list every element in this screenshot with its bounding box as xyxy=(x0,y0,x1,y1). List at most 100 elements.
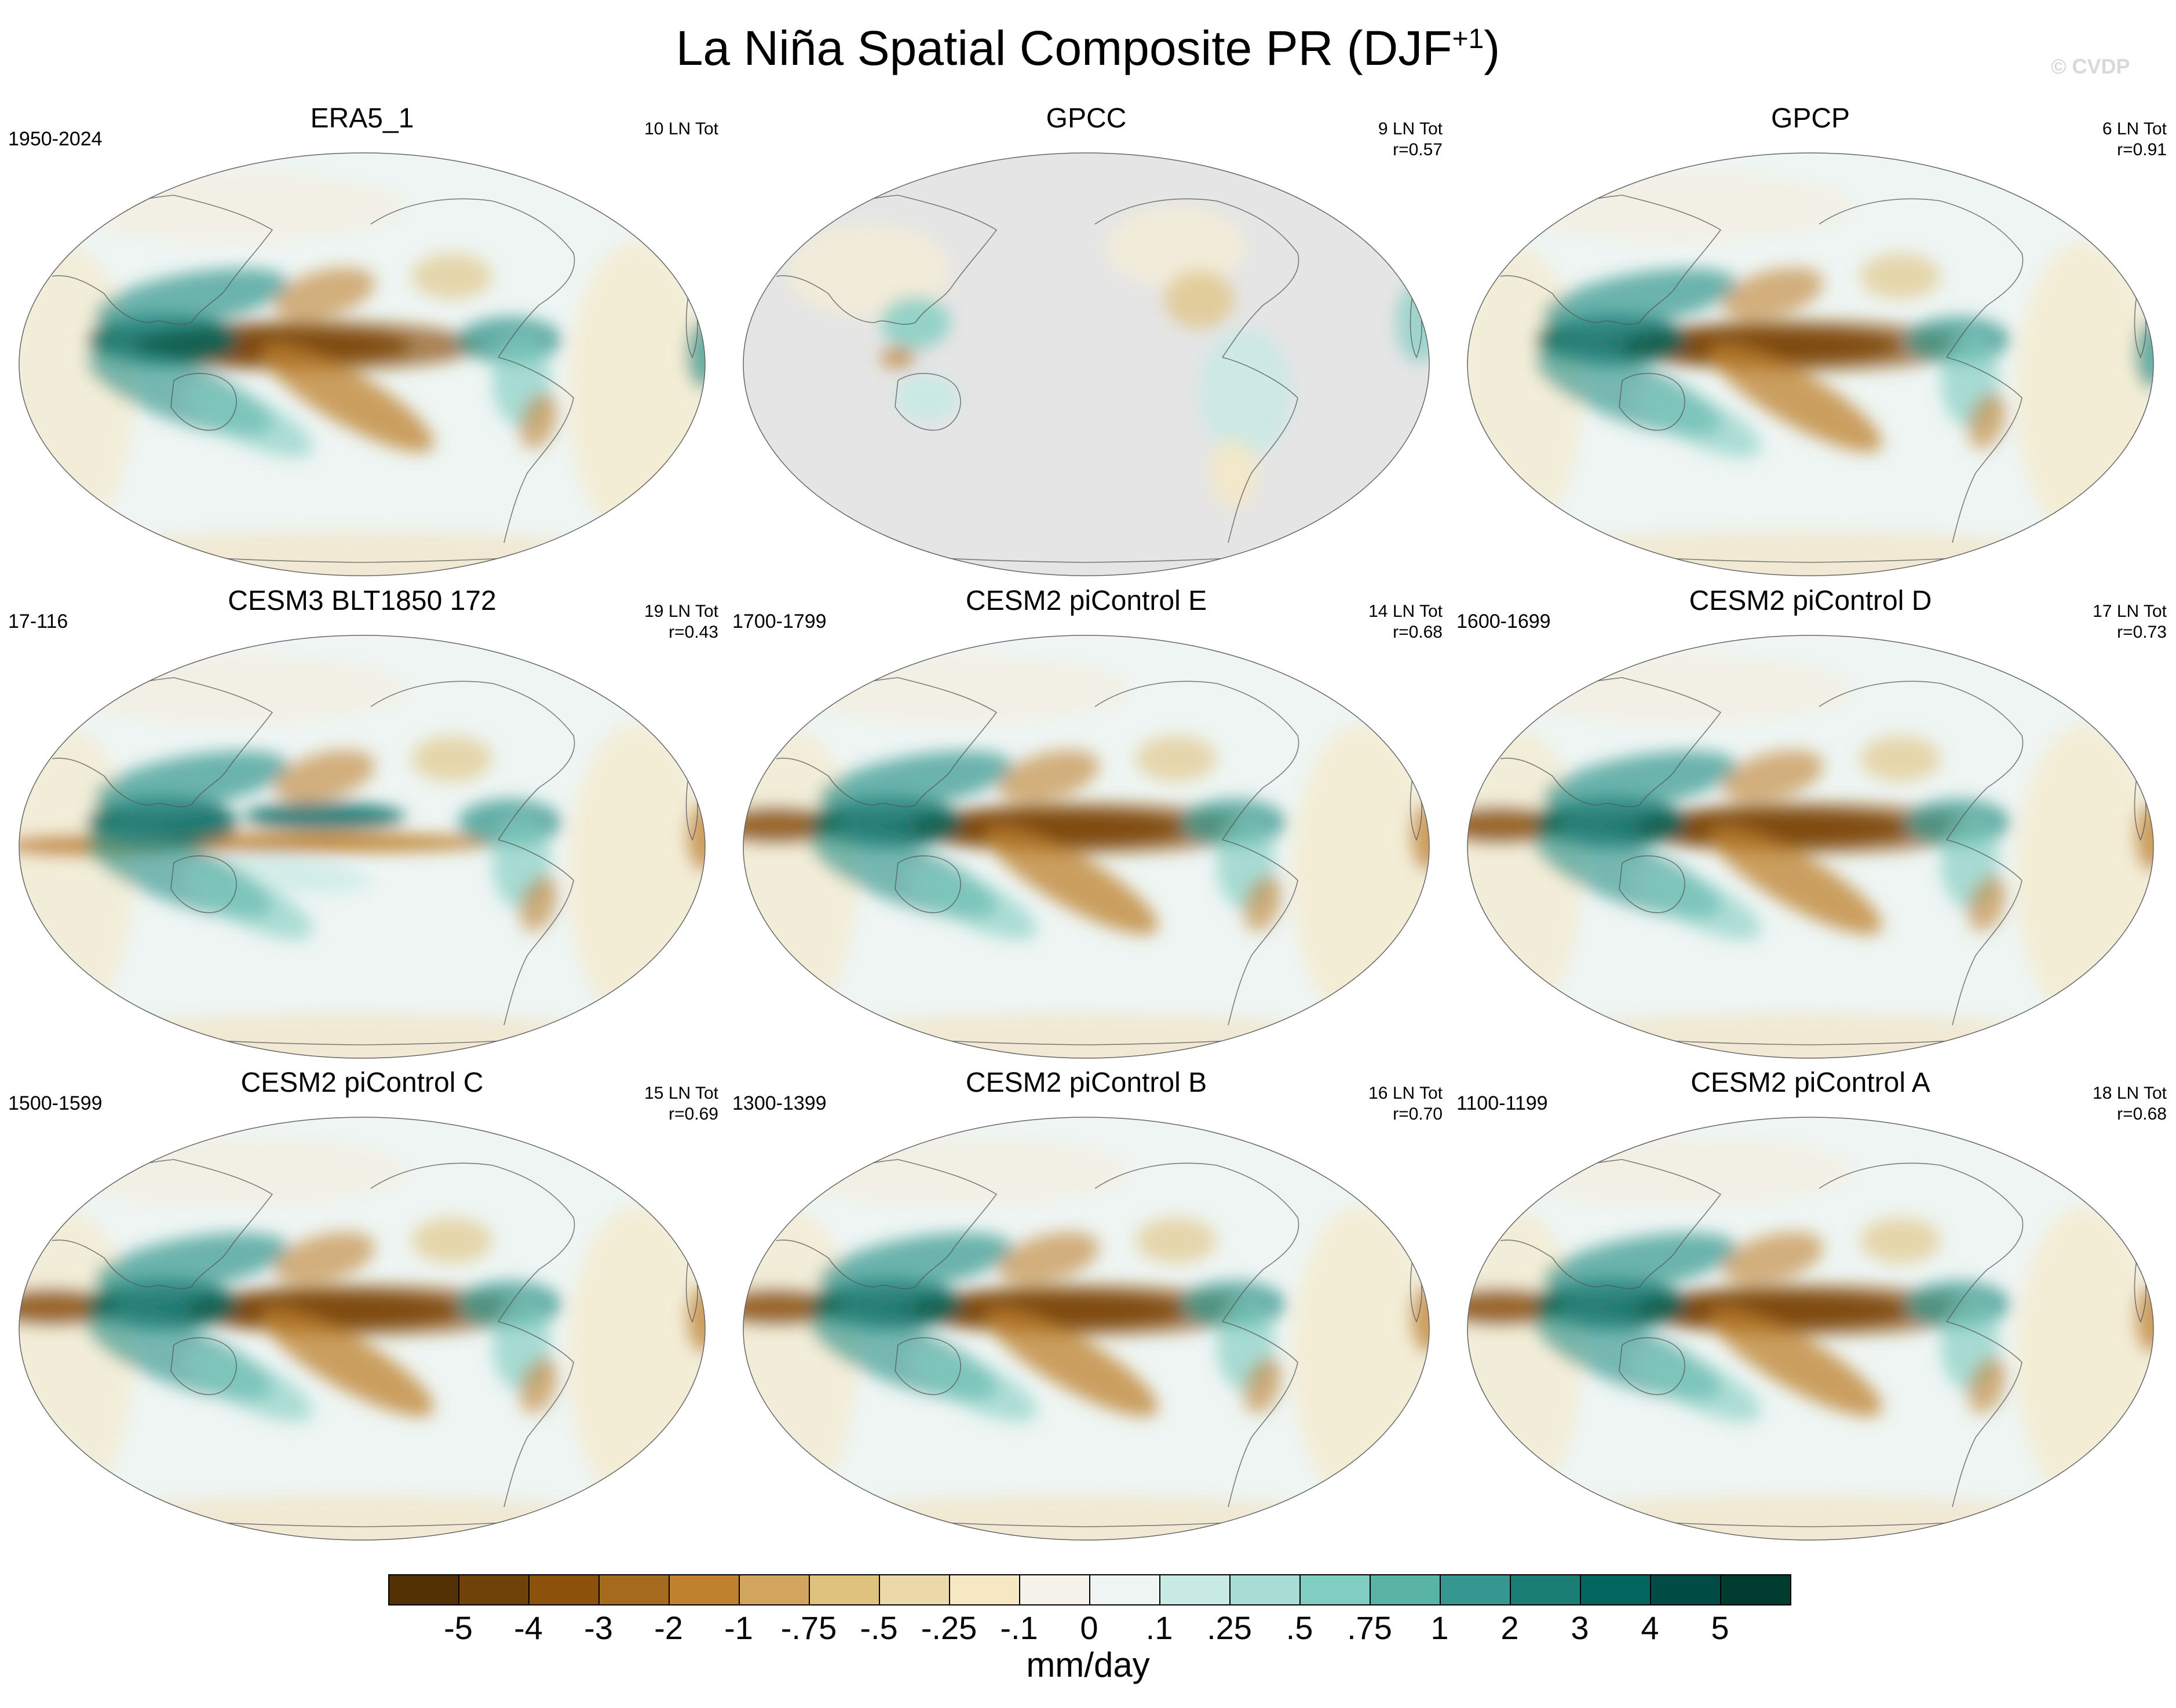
map-panel: ERA5_1 1950-2024 10 LN Tot xyxy=(0,101,724,585)
map-border xyxy=(743,635,1430,1059)
colorbar-tick-label: -3 xyxy=(584,1610,613,1646)
coastline-asia xyxy=(1471,1159,1722,1289)
coastline-asia xyxy=(23,677,273,807)
coastline-asia xyxy=(747,195,998,325)
precip-anomaly xyxy=(1244,1357,1282,1414)
map-border xyxy=(19,1117,706,1541)
precip-anomaly xyxy=(687,802,705,872)
panel-corr: r=0.91 xyxy=(2117,140,2167,159)
north-pacific-dry-anomaly xyxy=(273,1231,375,1285)
colorbar-tick-label: -.25 xyxy=(921,1610,977,1646)
panel-corr: r=0.68 xyxy=(2117,1104,2167,1124)
panel-corr: r=0.70 xyxy=(1393,1104,1443,1124)
precip-anomaly xyxy=(1633,385,1762,458)
northern-band xyxy=(782,1136,1130,1206)
panel-stats: 14 LN Tot r=0.68 xyxy=(1368,601,1443,643)
colorbar-tick-label: .75 xyxy=(1347,1610,1392,1646)
colorbar-box xyxy=(1650,1574,1721,1605)
precip-anomaly xyxy=(881,346,915,369)
colorbar-tick-label: 4 xyxy=(1641,1610,1659,1646)
northern-band xyxy=(58,654,406,724)
colorbar-box xyxy=(1019,1574,1090,1605)
north-pacific-dry-anomaly xyxy=(1722,267,1824,320)
coastline-south-america xyxy=(1946,1321,2022,1508)
north-pacific-dry-anomaly xyxy=(273,267,375,320)
northern-band xyxy=(782,654,1130,724)
map-panel: CESM3 BLT1850 172 17-116 19 LN Tot r=0.43 xyxy=(0,584,724,1067)
kuroshio-wet-anomaly xyxy=(1542,1232,1737,1295)
map-border xyxy=(1467,635,2154,1059)
coastline-asia xyxy=(23,1159,273,1289)
panel-title: CESM3 BLT1850 172 xyxy=(228,586,496,616)
panel-count: 18 LN Tot xyxy=(2093,1084,2167,1103)
north-wet-anomaly xyxy=(243,802,406,831)
precip-anomaly xyxy=(1968,875,2006,932)
panel-corr: r=0.73 xyxy=(2117,623,2167,642)
map-panel: CESM2 piControl E 1700-1799 14 LN Tot r=0… xyxy=(724,584,1448,1067)
colorbar-box xyxy=(809,1574,880,1605)
colorbar-box xyxy=(598,1574,670,1605)
coastline-north-america xyxy=(1819,1162,2024,1322)
southern-band xyxy=(1472,1495,2120,1540)
precip-anomaly xyxy=(520,393,558,449)
kuroshio-wet-anomaly xyxy=(94,751,289,813)
colorbar-box xyxy=(1370,1574,1441,1605)
colorbar-box xyxy=(1440,1574,1511,1605)
precip-anomaly xyxy=(895,375,959,421)
map-border xyxy=(743,152,1430,576)
panel-years: 1950-2024 xyxy=(8,128,103,150)
coastline-asia xyxy=(23,195,273,325)
panel-years: 1700-1799 xyxy=(732,610,827,632)
precip-map xyxy=(1467,635,2154,1059)
coastline-south-america xyxy=(498,357,574,543)
panel-count: 14 LN Tot xyxy=(1368,602,1443,621)
precip-anomaly xyxy=(2016,724,2153,1025)
colorbar-box xyxy=(669,1574,740,1605)
north-pacific-dry-anomaly xyxy=(273,749,375,803)
coastline-south-america xyxy=(1946,839,2022,1026)
precip-anomaly xyxy=(1411,1284,1429,1354)
southern-band xyxy=(747,1014,1396,1058)
panel-title: ERA5_1 xyxy=(310,103,414,134)
coastline-asia xyxy=(747,677,998,807)
precip-anomaly xyxy=(1244,875,1282,932)
precip-anomaly xyxy=(2016,242,2153,543)
panel-years: 1500-1599 xyxy=(8,1092,103,1114)
map-border xyxy=(1467,152,2154,576)
colorbar-box xyxy=(1510,1574,1581,1605)
precip-anomaly xyxy=(687,1284,705,1354)
northern-band xyxy=(58,172,406,242)
coastline-north-america xyxy=(1094,198,1299,358)
panel-title: GPCP xyxy=(1770,103,1850,134)
precip-anomaly xyxy=(568,242,705,543)
coastline-south-america xyxy=(1222,1321,1298,1508)
colorbar-tick-label: -.75 xyxy=(780,1610,837,1646)
precip-anomaly xyxy=(411,736,492,782)
spcz-dry-anomaly xyxy=(985,826,1158,935)
panel-stats: 18 LN Tot r=0.68 xyxy=(2093,1083,2167,1125)
southern-band xyxy=(23,1014,672,1058)
panel-title: CESM2 piControl A xyxy=(1691,1067,1930,1098)
coastline-australia xyxy=(1619,372,1685,431)
map-panel: GPCC 9 LN Tot r=0.57 xyxy=(724,101,1448,585)
spcz-dry-anomaly xyxy=(261,343,434,452)
panel-corr: r=0.57 xyxy=(1393,140,1443,159)
coastline-north-america xyxy=(1819,681,2024,840)
colorbar-box xyxy=(528,1574,600,1605)
precip-anomaly xyxy=(1860,253,1941,299)
coastline-north-america xyxy=(370,681,575,840)
colorbar-box xyxy=(1159,1574,1231,1605)
precip-anomaly xyxy=(1633,867,1762,940)
spcz-dry-anomaly xyxy=(1710,1308,1882,1417)
precip-anomaly xyxy=(1199,328,1292,456)
panel-stats: 6 LN Tot r=0.91 xyxy=(2102,119,2167,160)
coastline-australia xyxy=(170,372,237,431)
north-pacific-dry-anomaly xyxy=(1722,1231,1824,1285)
precip-anomaly xyxy=(1292,724,1429,1025)
panel-count: 10 LN Tot xyxy=(644,119,718,138)
panel-years: 1300-1399 xyxy=(732,1092,827,1114)
precip-anomaly xyxy=(1396,282,1429,363)
northern-band xyxy=(58,1136,406,1206)
kuroshio-wet-anomaly xyxy=(818,751,1013,813)
panel-years: 1600-1699 xyxy=(1456,610,1551,632)
